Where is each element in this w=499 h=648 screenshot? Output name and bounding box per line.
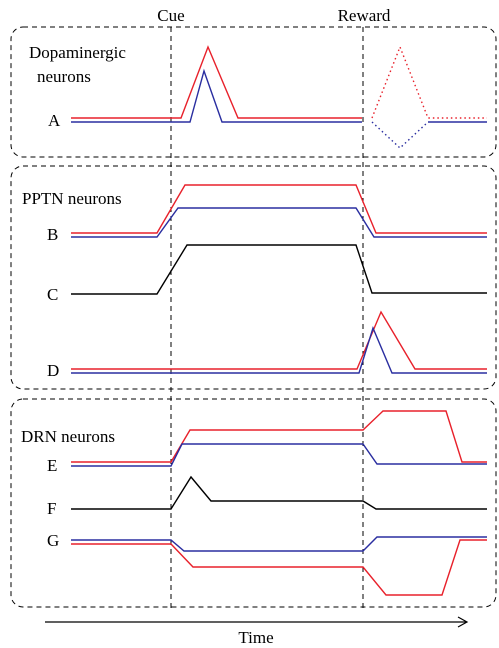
row-label-d: D — [47, 361, 59, 380]
drn-title: DRN neurons — [21, 427, 115, 446]
panel-dopaminergic — [10, 26, 497, 158]
panel-drn — [10, 398, 497, 608]
trace-e-red — [71, 410, 487, 463]
trace-b-blue — [71, 207, 487, 238]
cue-label: Cue — [157, 6, 184, 25]
row-label-f: F — [47, 499, 56, 518]
trace-a-red — [71, 45, 362, 119]
trace-g-blue — [71, 536, 487, 552]
trace-a-red-dotted — [371, 45, 487, 119]
trace-f-black — [71, 475, 487, 510]
trace-a-blue — [71, 68, 362, 123]
row-label-c: C — [47, 285, 58, 304]
trace-d-blue — [71, 325, 487, 374]
trace-a-blue-dotted — [371, 121, 429, 149]
trace-g-red — [71, 539, 487, 596]
panel-pptn — [10, 165, 497, 390]
time-label: Time — [238, 628, 273, 647]
trace-e-blue — [71, 443, 487, 467]
trace-d-red — [71, 310, 487, 370]
pptn-title: PPTN neurons — [22, 189, 122, 208]
time-arrowhead — [457, 616, 469, 628]
dopaminergic-title-line1: Dopaminergic — [29, 43, 126, 62]
row-label-g: G — [47, 531, 59, 550]
row-label-e: E — [47, 456, 57, 475]
row-label-b: B — [47, 225, 58, 244]
trace-c-black — [71, 244, 487, 295]
dopaminergic-title-line2: neurons — [37, 67, 91, 86]
trace-b-red — [71, 184, 487, 234]
row-label-a: A — [48, 111, 61, 130]
reward-label: Reward — [338, 6, 391, 25]
